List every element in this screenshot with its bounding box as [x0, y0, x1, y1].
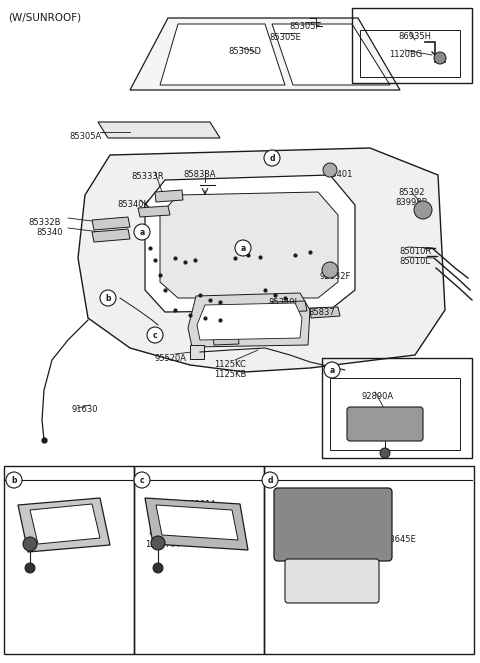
Text: 85837: 85837 — [309, 308, 336, 317]
Text: d: d — [267, 475, 273, 485]
Text: 85333R: 85333R — [132, 172, 164, 181]
Circle shape — [6, 472, 22, 488]
Text: 83998B: 83998B — [396, 198, 428, 207]
Circle shape — [414, 201, 432, 219]
FancyBboxPatch shape — [285, 559, 379, 603]
Text: 85305E: 85305E — [269, 33, 301, 42]
Circle shape — [147, 327, 163, 343]
Circle shape — [380, 448, 390, 458]
Text: 1229MA: 1229MA — [145, 540, 179, 549]
Text: 1120BG: 1120BG — [389, 50, 422, 59]
Bar — [322, 358, 472, 458]
Bar — [352, 8, 472, 83]
Text: 95520A: 95520A — [154, 354, 186, 363]
Circle shape — [434, 52, 446, 64]
Polygon shape — [92, 229, 130, 242]
Polygon shape — [213, 334, 239, 345]
Text: 85401: 85401 — [327, 170, 353, 179]
Text: 86935H: 86935H — [398, 32, 432, 41]
Text: 18645E: 18645E — [384, 535, 416, 544]
Circle shape — [323, 163, 337, 177]
Polygon shape — [188, 293, 310, 347]
Text: 85340K: 85340K — [117, 200, 149, 209]
Circle shape — [235, 240, 251, 256]
Text: 85305D: 85305D — [228, 47, 262, 56]
Text: 85235: 85235 — [149, 528, 175, 537]
Text: a: a — [240, 243, 246, 253]
Text: 85305A: 85305A — [69, 132, 101, 141]
Polygon shape — [78, 148, 445, 372]
Text: 85235: 85235 — [35, 530, 61, 539]
Text: 1125KB: 1125KB — [214, 370, 246, 379]
Text: a: a — [139, 227, 144, 237]
FancyBboxPatch shape — [347, 407, 423, 441]
Polygon shape — [197, 303, 302, 340]
Circle shape — [100, 290, 116, 306]
Text: 85333L: 85333L — [222, 332, 254, 341]
Text: 85010R: 85010R — [399, 247, 431, 256]
Circle shape — [324, 362, 340, 378]
Polygon shape — [160, 24, 285, 85]
Text: 85392: 85392 — [399, 188, 425, 197]
Text: 1229MA: 1229MA — [31, 542, 65, 551]
Bar — [330, 378, 460, 450]
Polygon shape — [272, 24, 390, 85]
Polygon shape — [272, 301, 307, 312]
Text: b: b — [11, 475, 17, 485]
Circle shape — [151, 536, 165, 550]
Circle shape — [262, 472, 278, 488]
Polygon shape — [30, 504, 100, 544]
Polygon shape — [98, 122, 220, 138]
Text: 91630: 91630 — [72, 405, 98, 414]
Bar — [190, 345, 204, 359]
Polygon shape — [92, 217, 130, 230]
Text: b: b — [105, 294, 111, 302]
Bar — [360, 30, 460, 77]
Polygon shape — [145, 498, 248, 550]
Text: d: d — [269, 154, 275, 162]
Polygon shape — [160, 192, 338, 298]
Text: 85838A: 85838A — [184, 170, 216, 179]
Polygon shape — [130, 18, 400, 90]
Polygon shape — [18, 498, 110, 552]
Polygon shape — [138, 206, 170, 217]
Polygon shape — [145, 175, 355, 312]
Text: a: a — [329, 365, 335, 375]
Circle shape — [153, 563, 163, 573]
Text: 85305F: 85305F — [289, 22, 321, 31]
Text: 85340J: 85340J — [268, 298, 298, 307]
Circle shape — [25, 563, 35, 573]
Circle shape — [23, 537, 37, 551]
Text: 18641E: 18641E — [352, 410, 384, 419]
Circle shape — [134, 224, 150, 240]
Polygon shape — [156, 505, 238, 540]
Text: (W/SUNROOF): (W/SUNROOF) — [8, 12, 81, 22]
Circle shape — [134, 472, 150, 488]
Text: 85201A: 85201A — [184, 500, 216, 509]
FancyBboxPatch shape — [274, 488, 392, 561]
Text: 85332B: 85332B — [29, 218, 61, 227]
Text: 85202A: 85202A — [69, 502, 101, 511]
Text: 1125KC: 1125KC — [214, 360, 246, 369]
Bar — [264, 466, 474, 654]
Text: 85340: 85340 — [37, 228, 63, 237]
Text: 92832F: 92832F — [319, 272, 351, 281]
Bar — [134, 466, 264, 654]
Polygon shape — [155, 190, 183, 202]
Text: 85010L: 85010L — [399, 257, 431, 266]
Text: c: c — [140, 475, 144, 485]
Text: c: c — [153, 330, 157, 339]
Bar — [4, 466, 134, 654]
Polygon shape — [310, 307, 340, 318]
Text: 92890A: 92890A — [362, 392, 394, 401]
Circle shape — [322, 262, 338, 278]
Circle shape — [264, 150, 280, 166]
